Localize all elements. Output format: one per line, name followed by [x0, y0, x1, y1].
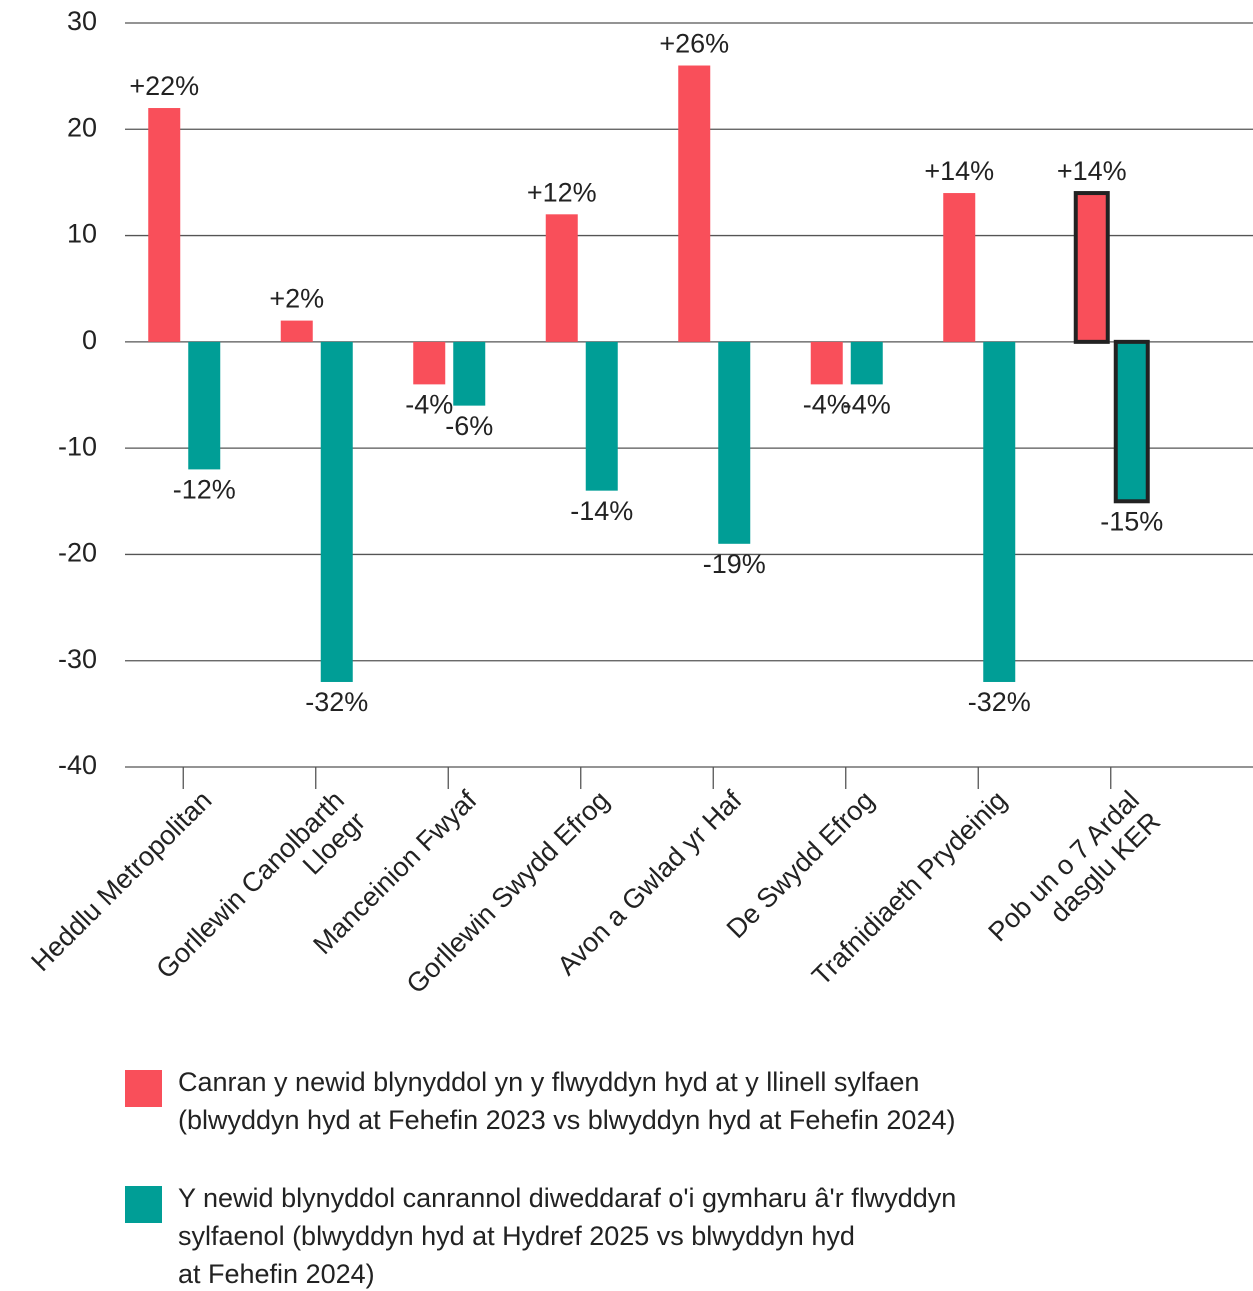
bar — [718, 341, 751, 544]
y-tick-label: 20 — [67, 112, 97, 142]
bar — [850, 341, 883, 385]
y-tick-label: 0 — [82, 325, 97, 355]
bar — [320, 341, 353, 682]
value-label: -32% — [968, 687, 1031, 717]
legend-label: Y newid blynyddol canrannol diweddaraf o… — [178, 1183, 956, 1289]
value-label: +26% — [659, 29, 729, 59]
y-tick-label: 30 — [67, 6, 97, 36]
y-tick-label: -20 — [58, 538, 97, 568]
value-label: +2% — [269, 284, 324, 314]
legend-label: Canran y newid blynyddol yn y flwyddyn h… — [178, 1067, 955, 1135]
value-label: -6% — [445, 411, 493, 441]
y-tick-label: -10 — [58, 431, 97, 461]
value-label: -32% — [305, 687, 368, 717]
bar — [1113, 339, 1150, 504]
value-label: -4% — [803, 389, 851, 419]
bar — [453, 341, 486, 406]
bar — [983, 341, 1016, 682]
value-label: -15% — [1100, 506, 1163, 536]
legend-swatch — [125, 1070, 162, 1107]
bar — [678, 65, 711, 342]
bar — [188, 341, 221, 470]
bar — [585, 341, 618, 491]
bar — [1073, 191, 1110, 344]
value-label: +14% — [1057, 156, 1127, 186]
bar — [148, 108, 181, 342]
value-label: +14% — [924, 156, 994, 186]
legend-swatch — [125, 1186, 162, 1223]
value-label: -12% — [173, 475, 236, 505]
bar — [810, 341, 843, 385]
x-tick-label: Pob un o 7 Ardaldasglu KER — [983, 785, 1167, 969]
value-label: -19% — [703, 549, 766, 579]
value-label: -4% — [843, 389, 891, 419]
y-tick-label: -30 — [58, 644, 97, 674]
bar — [280, 320, 313, 342]
y-tick-label: 10 — [67, 219, 97, 249]
value-label: +12% — [527, 177, 597, 207]
bar — [413, 341, 446, 385]
value-label: -4% — [405, 389, 453, 419]
bar — [545, 214, 578, 342]
value-label: -14% — [570, 496, 633, 526]
y-tick-label: -40 — [58, 750, 97, 780]
bar — [943, 193, 976, 342]
value-label: +22% — [129, 71, 199, 101]
